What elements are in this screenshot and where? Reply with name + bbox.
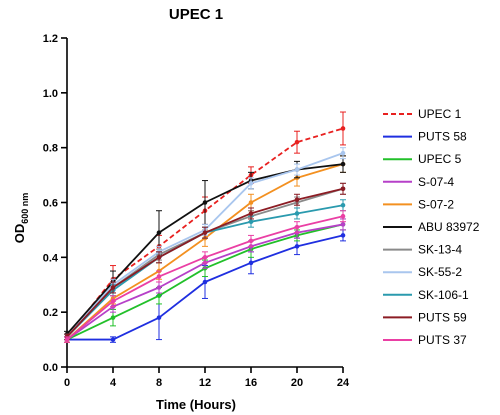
x-tick-label: 16 bbox=[245, 377, 257, 389]
data-point bbox=[340, 213, 346, 219]
legend-label: SK-106-1 bbox=[418, 288, 469, 302]
data-point bbox=[156, 285, 162, 290]
legend-label: PUTS 58 bbox=[418, 130, 467, 144]
data-point bbox=[248, 181, 254, 186]
data-point bbox=[110, 315, 116, 320]
legend-item: S-07-2 bbox=[383, 197, 454, 211]
data-point bbox=[156, 230, 162, 235]
y-axis-label-subscript: 600 nm bbox=[20, 193, 30, 224]
data-point bbox=[294, 244, 300, 249]
data-point bbox=[202, 200, 208, 205]
data-point bbox=[110, 285, 116, 290]
data-point bbox=[340, 222, 346, 227]
series-10 bbox=[64, 182, 346, 341]
axes: 0 4 8 12 16 20 24 0.0 0.2 0.4 0.6 0.8 1.0 1.2 bbox=[43, 33, 350, 389]
legend-item: ABU 83972 bbox=[383, 220, 480, 234]
y-tick-label: 0.8 bbox=[43, 143, 58, 155]
data-point bbox=[340, 161, 346, 167]
data-point bbox=[248, 238, 254, 244]
x-tick-label: 0 bbox=[64, 377, 70, 389]
data-point bbox=[110, 337, 116, 342]
x-tick-label: 8 bbox=[156, 377, 162, 389]
y-tick-label: 1.2 bbox=[43, 33, 58, 45]
x-tick-label: 20 bbox=[291, 377, 303, 389]
legend: UPEC 1 PUTS 58 UPEC 5 S-07-4 S-07-2 ABU 83972… bbox=[383, 107, 480, 347]
x-axis-label: Time (Hours) bbox=[156, 397, 236, 412]
data-point bbox=[340, 202, 346, 208]
data-point bbox=[202, 279, 208, 285]
data-point bbox=[156, 274, 162, 279]
data-point bbox=[156, 293, 162, 299]
data-point bbox=[156, 255, 162, 260]
x-tick-label: 4 bbox=[110, 377, 117, 389]
data-point bbox=[340, 186, 346, 192]
data-point bbox=[248, 211, 254, 216]
y-axis-label: OD600 nm bbox=[12, 193, 30, 244]
legend-label: SK-13-4 bbox=[418, 243, 462, 257]
y-tick-label: 0.6 bbox=[43, 198, 58, 210]
data-point bbox=[340, 126, 346, 131]
legend-label: UPEC 1 bbox=[418, 107, 462, 121]
data-point bbox=[294, 197, 300, 203]
legend-label: PUTS 59 bbox=[418, 310, 467, 324]
data-point bbox=[156, 315, 162, 320]
legend-item: UPEC 1 bbox=[383, 107, 462, 121]
data-point bbox=[202, 230, 208, 235]
y-tick-label: 0.2 bbox=[43, 307, 58, 319]
data-point bbox=[294, 167, 300, 172]
series-group bbox=[64, 111, 346, 343]
legend-item: SK-106-1 bbox=[383, 288, 469, 302]
data-point bbox=[64, 337, 70, 342]
legend-item: PUTS 37 bbox=[383, 333, 467, 347]
data-point bbox=[294, 139, 300, 145]
legend-item: S-07-4 bbox=[383, 175, 454, 189]
legend-label: PUTS 37 bbox=[418, 333, 467, 347]
series-11 bbox=[64, 210, 346, 343]
legend-item: PUTS 59 bbox=[383, 310, 467, 324]
legend-label: S-07-4 bbox=[418, 175, 454, 189]
legend-item: SK-55-2 bbox=[383, 265, 462, 279]
chart-title: UPEC 1 bbox=[169, 6, 223, 23]
legend-item: SK-13-4 bbox=[383, 243, 462, 257]
data-point bbox=[110, 298, 116, 304]
legend-label: UPEC 5 bbox=[418, 152, 462, 166]
data-point bbox=[340, 150, 346, 156]
data-point bbox=[340, 233, 346, 238]
x-tick-label: 12 bbox=[199, 377, 211, 389]
y-axis-label-main: OD bbox=[12, 224, 27, 244]
x-tick-label: 24 bbox=[337, 377, 350, 389]
data-point bbox=[294, 224, 300, 230]
legend-item: PUTS 58 bbox=[383, 130, 467, 144]
y-tick-label: 1.0 bbox=[43, 88, 58, 100]
data-point bbox=[248, 219, 254, 224]
data-point bbox=[294, 211, 300, 216]
data-point bbox=[248, 200, 254, 205]
legend-item: UPEC 5 bbox=[383, 152, 462, 166]
legend-label: SK-55-2 bbox=[418, 265, 462, 279]
y-tick-label: 0.0 bbox=[43, 362, 58, 374]
legend-label: S-07-2 bbox=[418, 197, 454, 211]
y-tick-label: 0.4 bbox=[43, 252, 59, 264]
data-point bbox=[248, 260, 254, 266]
data-point bbox=[202, 255, 208, 260]
legend-label: ABU 83972 bbox=[418, 220, 480, 234]
